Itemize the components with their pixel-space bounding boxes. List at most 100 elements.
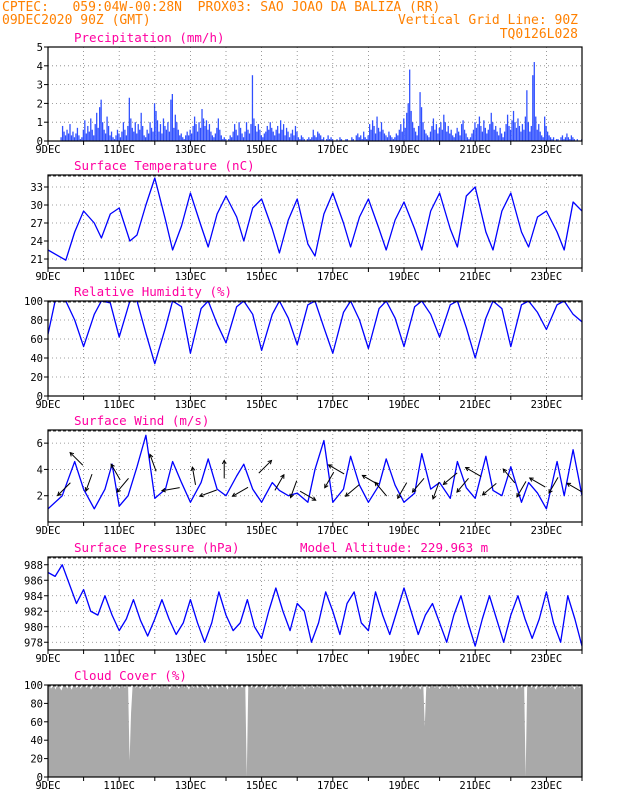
precip-bar xyxy=(161,133,163,141)
y-tick-label: 2 xyxy=(37,98,43,110)
precip-bar xyxy=(480,125,482,141)
precip-bar xyxy=(512,110,515,141)
wind-arrow xyxy=(502,468,516,484)
precip-bar xyxy=(486,133,488,141)
precip-bar xyxy=(271,127,273,141)
precip-bar xyxy=(303,139,306,141)
panel-title: Surface Wind (m/s) xyxy=(74,413,209,428)
wind-arrow-shaft xyxy=(397,482,408,499)
wind-arrow-head xyxy=(190,466,196,472)
precip-bar xyxy=(211,135,214,141)
precip-bar xyxy=(186,131,188,141)
precip-bar xyxy=(299,139,301,141)
wind-arrow-shaft xyxy=(85,473,93,492)
precip-bar xyxy=(403,118,405,141)
y-tick-label: 24 xyxy=(30,236,43,248)
precip-bar xyxy=(195,124,197,141)
x-tick-label: 13DEC xyxy=(175,653,207,665)
precip-bar xyxy=(205,120,208,141)
precip-bar xyxy=(331,139,334,141)
precip-bar xyxy=(284,135,286,141)
wind-arrow-shaft xyxy=(199,489,217,497)
wind-arrow-head xyxy=(411,488,417,493)
precip-bar xyxy=(435,124,438,141)
precip-bar xyxy=(538,124,540,141)
precip-bar xyxy=(101,122,104,141)
precip-bar xyxy=(315,137,317,141)
precip-bar xyxy=(113,139,116,141)
precip-bar xyxy=(368,124,371,141)
wind-arrow-shaft xyxy=(161,487,180,492)
precip-bar xyxy=(425,133,427,141)
wind-arrow-head xyxy=(431,494,437,500)
precip-bar xyxy=(376,116,378,141)
precip-bar xyxy=(60,137,62,141)
y-tick-label: 982 xyxy=(24,606,43,618)
precip-bar xyxy=(380,122,383,141)
precip-bar xyxy=(309,139,311,141)
precip-bar xyxy=(431,125,433,141)
panel-title: Cloud Cover (%) xyxy=(74,668,187,683)
precip-bar xyxy=(576,139,578,141)
series-pres xyxy=(48,564,582,647)
panel-frame xyxy=(47,429,583,523)
wind-arrow-head xyxy=(116,488,121,493)
precip-bar xyxy=(367,135,369,141)
precip-bar xyxy=(296,131,298,141)
precip-bar xyxy=(495,125,497,141)
x-tick-label: 13DEC xyxy=(175,144,207,156)
wind-arrow-head xyxy=(548,488,553,494)
precip-bar xyxy=(471,133,473,141)
y-tick-label: 60 xyxy=(30,717,43,729)
precip-bar xyxy=(279,120,282,141)
precip-bar xyxy=(248,133,251,141)
precip-bar xyxy=(189,129,191,141)
wind-arrow-shaft xyxy=(502,468,516,484)
wind-arrow-head xyxy=(502,468,508,474)
precip-bar xyxy=(231,137,233,141)
precip-bar xyxy=(133,131,135,141)
x-tick-label: 13DEC xyxy=(175,525,207,537)
precip-bar xyxy=(216,127,218,141)
x-tick-label: 19DEC xyxy=(388,653,420,665)
precip-bar xyxy=(475,127,478,141)
header-model-code: TQ0126L028 xyxy=(499,27,578,42)
precip-bar xyxy=(142,125,144,141)
precip-bar xyxy=(447,125,449,141)
precip-bar xyxy=(177,129,179,141)
precip-bar xyxy=(291,129,294,141)
wind-arrow-head xyxy=(464,467,470,472)
wind-arrow-shaft xyxy=(290,480,298,498)
wind-arrow-shaft xyxy=(516,481,527,498)
wind-arrow xyxy=(160,487,180,493)
precip-bar xyxy=(158,131,160,141)
series-wind xyxy=(48,434,582,510)
wind-arrow xyxy=(481,482,497,496)
precip-bar xyxy=(382,129,384,141)
precip-bar xyxy=(457,131,460,141)
precip-bar xyxy=(290,133,292,141)
precip-bar xyxy=(96,112,98,141)
precip-bar xyxy=(140,112,142,141)
precip-bar xyxy=(434,129,436,141)
y-tick-label: 4 xyxy=(37,464,43,476)
panel-frame xyxy=(47,684,583,778)
precip-bar xyxy=(153,103,156,141)
precip-bar xyxy=(386,137,389,141)
precip-bar xyxy=(162,118,165,141)
precip-bar xyxy=(379,131,381,141)
wind-arrow-shaft xyxy=(566,482,582,493)
wind-arrow-shaft xyxy=(149,454,157,472)
precip-bar xyxy=(560,137,562,141)
header-station-line: CPTEC: 059:04W-00:28N PROX03: SAO JOAO D… xyxy=(2,0,441,15)
precip-bar xyxy=(533,62,535,141)
x-tick-label: 21DEC xyxy=(459,399,491,411)
header-grid-line-note: Vertical Grid Line: 90Z xyxy=(397,13,578,28)
x-tick-label: 23DEC xyxy=(531,653,563,665)
precip-bar xyxy=(360,135,362,141)
wind-arrow xyxy=(299,490,317,501)
precip-bar xyxy=(484,127,486,141)
y-tick-label: 978 xyxy=(24,637,43,649)
precip-bar xyxy=(147,133,150,141)
precip-bar xyxy=(235,129,237,141)
